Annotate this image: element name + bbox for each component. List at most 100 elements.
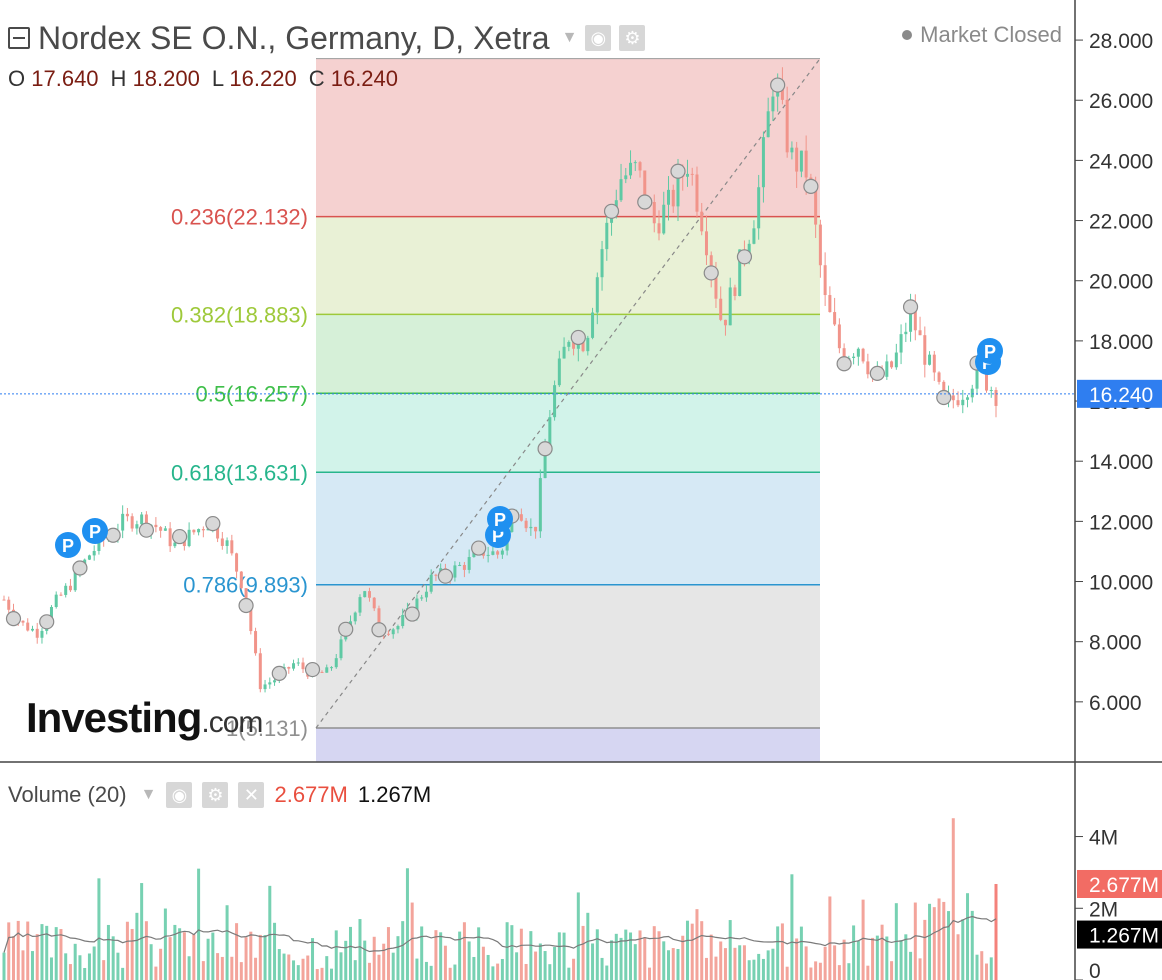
volume-value: 2.677M bbox=[274, 782, 348, 807]
low-value: 16.220 bbox=[229, 66, 297, 91]
volume-bar bbox=[980, 951, 984, 980]
volume-bar bbox=[885, 936, 889, 980]
volume-bar bbox=[64, 953, 68, 980]
current-price-tag bbox=[1077, 379, 1162, 408]
volume-bar bbox=[700, 921, 704, 980]
candle-body bbox=[192, 529, 196, 533]
candle-body bbox=[486, 554, 490, 556]
candle-body bbox=[54, 594, 58, 607]
volume-bar bbox=[524, 963, 528, 980]
candle-body bbox=[220, 538, 224, 546]
volume-bar bbox=[73, 943, 77, 980]
volume-bar bbox=[201, 961, 205, 980]
volume-bar bbox=[515, 952, 519, 980]
volume-bar bbox=[823, 946, 827, 980]
candle-body bbox=[163, 528, 167, 531]
chevron-down-icon[interactable]: ▼ bbox=[140, 786, 157, 803]
candle-body bbox=[235, 553, 239, 572]
fib-zone-0.382 bbox=[316, 216, 820, 315]
p-marker-label: P bbox=[494, 510, 506, 530]
candle-body bbox=[581, 337, 585, 352]
candle-body bbox=[391, 629, 395, 635]
collapse-icon[interactable] bbox=[8, 27, 30, 49]
volume-bar bbox=[595, 929, 599, 980]
volume-bar bbox=[719, 941, 723, 980]
volume-bar bbox=[856, 941, 860, 980]
volume-bar bbox=[804, 946, 808, 980]
fib-zone-0.5 bbox=[316, 314, 820, 394]
volume-bar bbox=[159, 948, 163, 980]
volume-bar bbox=[140, 883, 144, 980]
candle-body bbox=[140, 514, 144, 525]
volume-bar bbox=[258, 934, 262, 980]
logo-name: Investing bbox=[26, 694, 202, 741]
volume-bar bbox=[268, 885, 272, 980]
candle-body bbox=[785, 99, 789, 153]
candle-body bbox=[92, 550, 96, 556]
volume-bar bbox=[121, 967, 125, 980]
volume-bar bbox=[462, 922, 466, 980]
volume-bar bbox=[481, 946, 485, 980]
candle-body bbox=[415, 598, 419, 615]
candle-body bbox=[325, 667, 329, 673]
eye-icon[interactable]: ◉ bbox=[585, 25, 612, 51]
volume-bar bbox=[92, 946, 96, 980]
volume-bar bbox=[277, 949, 281, 980]
volume-bar bbox=[666, 950, 670, 980]
candle-body bbox=[87, 555, 91, 560]
volume-bar bbox=[382, 943, 386, 980]
candle-body bbox=[704, 231, 708, 256]
volume-bar bbox=[282, 953, 286, 980]
candle-body bbox=[652, 202, 656, 224]
candle-body bbox=[766, 111, 770, 138]
price-tick-label: 22.000 bbox=[1089, 211, 1153, 234]
candle-body bbox=[719, 298, 723, 320]
candle-body bbox=[780, 85, 784, 100]
candle-body bbox=[59, 594, 63, 596]
candle-body bbox=[728, 287, 732, 326]
event-marker bbox=[736, 249, 753, 265]
candle-body bbox=[572, 341, 576, 349]
close-icon[interactable]: ✕ bbox=[238, 782, 265, 808]
candle-body bbox=[605, 222, 609, 250]
candle-body bbox=[296, 662, 300, 664]
eye-icon[interactable]: ◉ bbox=[166, 782, 193, 808]
volume-bar bbox=[742, 945, 746, 980]
volume-bar bbox=[486, 954, 490, 980]
volume-bar bbox=[871, 937, 875, 980]
p-marker bbox=[487, 506, 513, 532]
volume-tick-label: 0 bbox=[1089, 960, 1101, 980]
candle-body bbox=[951, 395, 955, 401]
candle-body bbox=[956, 400, 960, 406]
ohlc-high: H 18.200 bbox=[111, 66, 200, 92]
candle-body bbox=[254, 631, 258, 654]
volume-bar bbox=[410, 902, 414, 980]
candle-body bbox=[591, 312, 595, 338]
volume-bar bbox=[947, 911, 951, 980]
volume-bar bbox=[761, 958, 765, 980]
volume-bar bbox=[671, 948, 675, 980]
volume-bar bbox=[534, 951, 538, 980]
chevron-down-icon[interactable]: ▼ bbox=[561, 29, 578, 46]
volume-bar bbox=[130, 928, 134, 980]
volume-bar bbox=[49, 957, 53, 980]
candle-body bbox=[372, 597, 376, 609]
volume-bar bbox=[424, 961, 428, 980]
candle-body bbox=[690, 173, 694, 175]
candle-body bbox=[197, 529, 201, 533]
gear-icon[interactable]: ⚙ bbox=[619, 25, 646, 51]
fib-zone-0.786 bbox=[316, 472, 820, 585]
volume-bar bbox=[348, 926, 352, 980]
candle-body bbox=[334, 658, 338, 668]
volume-bar bbox=[434, 930, 438, 980]
volume-bar bbox=[102, 960, 106, 980]
candle-body bbox=[377, 608, 381, 630]
close-label: C bbox=[308, 66, 325, 91]
gear-icon[interactable]: ⚙ bbox=[202, 782, 229, 808]
candle-body bbox=[401, 615, 405, 627]
price-tick-label: 20.000 bbox=[1089, 271, 1153, 294]
volume-bar bbox=[334, 930, 338, 980]
volume-bar bbox=[187, 956, 191, 980]
volume-bar bbox=[273, 922, 277, 980]
event-marker bbox=[404, 606, 420, 622]
